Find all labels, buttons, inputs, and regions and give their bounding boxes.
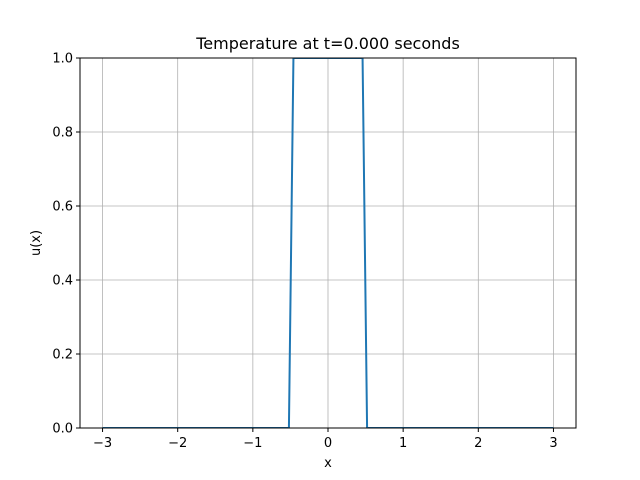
y-tick-label: 0.8	[52, 126, 73, 141]
x-tick-label: 1	[399, 436, 407, 451]
y-tick-label: 0.6	[52, 200, 73, 215]
x-tick-label: 2	[474, 436, 482, 451]
chart-title: Temperature at t=0.000 seconds	[195, 34, 460, 53]
x-tick-label: −3	[93, 436, 112, 451]
y-tick-label: 0.4	[52, 274, 73, 289]
y-tick-label: 0.2	[52, 348, 73, 363]
x-tick-label: −2	[168, 436, 187, 451]
ticks-layer: −3 −2 −1 0 1 2 3 0.0 0.2 0.4 0.6 0.8 1.0	[52, 52, 557, 452]
x-axis-label: x	[324, 456, 332, 471]
x-tick-label: 3	[549, 436, 557, 451]
x-tick-label: 0	[324, 436, 332, 451]
y-axis-label: u(x)	[29, 230, 44, 256]
y-tick-label: 0.0	[52, 422, 73, 437]
x-tick-label: −1	[243, 436, 262, 451]
y-tick-label: 1.0	[52, 52, 73, 67]
